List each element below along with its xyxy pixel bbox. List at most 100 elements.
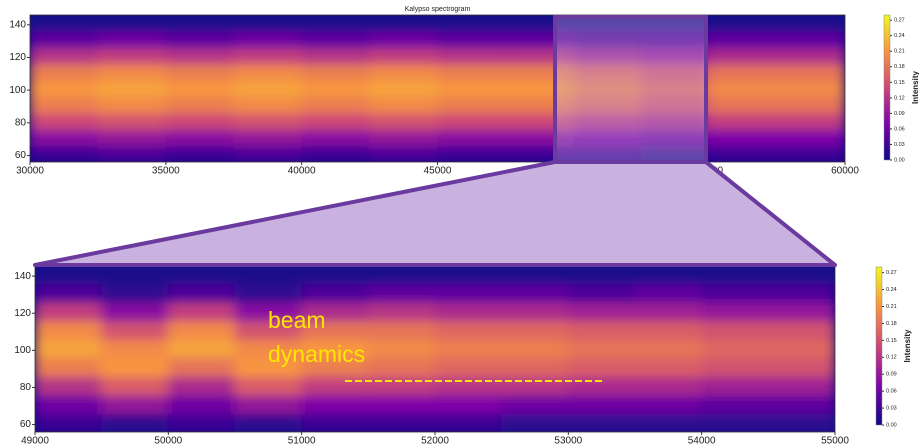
heatmap-cell	[233, 113, 302, 130]
colorbar-tick-label: 0.03	[886, 406, 897, 412]
heatmap-cell	[435, 283, 503, 303]
heatmap-cell	[437, 96, 506, 113]
heatmap-cell	[768, 376, 836, 396]
heatmap-cell	[368, 413, 436, 433]
heatmap-cell	[301, 145, 370, 162]
heatmap-cell	[30, 80, 99, 97]
heatmap-cell	[233, 47, 302, 64]
x-tick-label: 49000	[21, 436, 49, 447]
heatmap-cell	[97, 80, 166, 97]
y-tick-label: 80	[20, 382, 32, 393]
colorbar-tick-label: 0.15	[894, 80, 905, 86]
heatmap-cell	[437, 145, 506, 162]
y-tick-label: 140	[9, 19, 26, 30]
colorbar-tick-label: 0.27	[894, 18, 905, 24]
y-tick-label: 100	[9, 85, 26, 96]
heatmap-cells	[35, 265, 836, 433]
heatmap-cell	[233, 96, 302, 113]
heatmap-cell	[165, 15, 234, 32]
heatmap-cell	[101, 302, 169, 322]
heatmap-cell	[635, 413, 703, 433]
heatmap-cell	[501, 265, 569, 285]
heatmap-cell	[35, 339, 103, 359]
heatmap-cell	[437, 80, 506, 97]
heatmap-cell	[501, 394, 569, 414]
colorbar-tick-label: 0.24	[886, 287, 897, 293]
heatmap-cell	[777, 129, 846, 146]
heatmap-cell	[777, 31, 846, 48]
heatmap-cell	[35, 283, 103, 303]
heatmap-cell	[97, 113, 166, 130]
heatmap-cell	[501, 320, 569, 340]
heatmap-cell	[635, 394, 703, 414]
heatmap-cell	[233, 145, 302, 162]
heatmap-cell	[233, 80, 302, 97]
y-tick-label: 60	[15, 150, 27, 161]
heatmap-cell	[568, 376, 636, 396]
heatmap-cell	[701, 394, 769, 414]
heatmap-cell	[435, 302, 503, 322]
heatmap-cell	[165, 129, 234, 146]
colorbar-tick-label: 0.24	[894, 33, 905, 39]
heatmap-cell	[768, 357, 836, 377]
heatmap-cell	[301, 15, 370, 32]
heatmap-cell	[301, 80, 370, 97]
x-tick-label: 50000	[154, 436, 182, 447]
heatmap-cell	[101, 339, 169, 359]
annotation-text: beam	[268, 307, 326, 333]
heatmap-cell	[101, 394, 169, 414]
heatmap-cell	[709, 129, 778, 146]
heatmap-cell	[635, 320, 703, 340]
heatmap-cell	[233, 64, 302, 81]
heatmap-cell	[635, 339, 703, 359]
heatmap-cell	[165, 64, 234, 81]
heatmap-cell	[165, 31, 234, 48]
heatmap-cell	[709, 80, 778, 97]
heatmap-cell	[701, 320, 769, 340]
heatmap-cells	[30, 15, 846, 163]
heatmap-cell	[437, 64, 506, 81]
x-tick-label: 53000	[554, 436, 582, 447]
heatmap-cell	[709, 113, 778, 130]
heatmap-cell	[97, 96, 166, 113]
colorbar-tick-label: 0.21	[894, 49, 905, 55]
heatmap-cell	[233, 31, 302, 48]
heatmap-cell	[97, 47, 166, 64]
colorbar-tick-label: 0.21	[886, 304, 897, 310]
heatmap-cell	[709, 47, 778, 64]
colorbar-tick-label: 0.03	[894, 142, 905, 148]
heatmap-cell	[301, 31, 370, 48]
heatmap-cell	[635, 357, 703, 377]
heatmap-cell	[768, 320, 836, 340]
x-tick-label: 54000	[688, 436, 716, 447]
heatmap-cell	[709, 145, 778, 162]
heatmap-cell	[168, 339, 236, 359]
heatmap-cell	[97, 15, 166, 32]
heatmap-cell	[568, 265, 636, 285]
heatmap-cell	[301, 394, 369, 414]
heatmap-cell	[301, 113, 370, 130]
heatmap-cell	[369, 47, 438, 64]
heatmap-cell	[701, 413, 769, 433]
heatmap-cell	[101, 283, 169, 303]
heatmap-cell	[301, 96, 370, 113]
heatmap-cell	[777, 15, 846, 32]
heatmap-cell	[768, 394, 836, 414]
heatmap-cell	[369, 113, 438, 130]
heatmap-cell	[301, 376, 369, 396]
heatmap-cell	[709, 64, 778, 81]
heatmap-cell	[768, 302, 836, 322]
heatmap-cell	[168, 320, 236, 340]
heatmap-cell	[101, 265, 169, 285]
heatmap-cell	[368, 265, 436, 285]
heatmap-cell	[768, 283, 836, 303]
heatmap-cell	[369, 80, 438, 97]
heatmap-cell	[235, 413, 303, 433]
heatmap-cell	[568, 302, 636, 322]
heatmap-blur	[30, 15, 846, 163]
heatmap-cell	[165, 145, 234, 162]
y-tick-label: 120	[14, 308, 31, 319]
heatmap-cell	[235, 283, 303, 303]
heatmap-cell	[501, 302, 569, 322]
colorbar-tick-label: 0.00	[886, 422, 897, 428]
